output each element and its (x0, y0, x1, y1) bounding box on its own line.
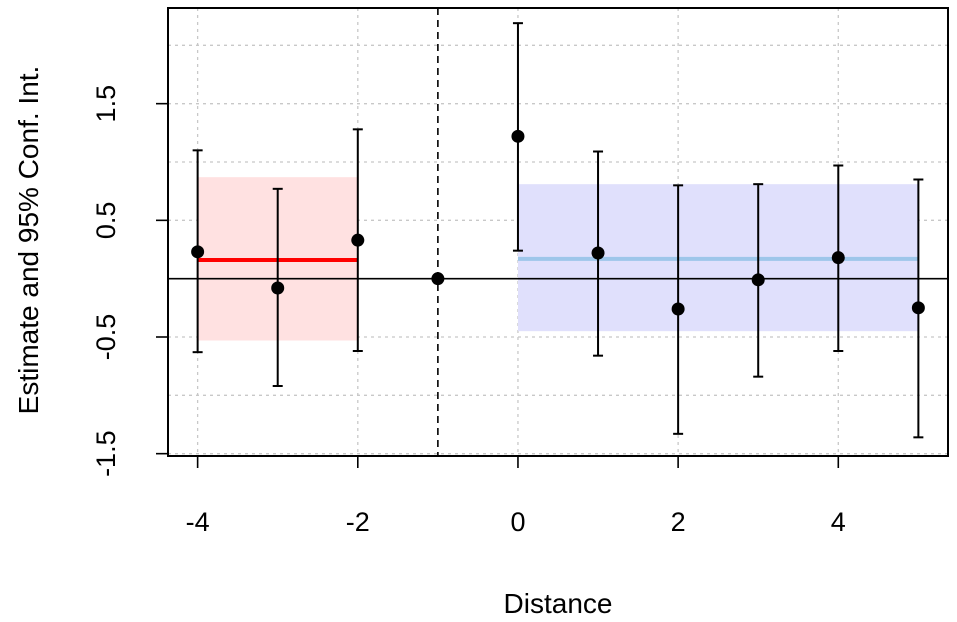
y-axis-title: Estimate and 95% Conf. Int. (13, 66, 44, 415)
data-point (511, 129, 525, 143)
data-point (591, 246, 605, 260)
data-point (911, 301, 925, 315)
data-point (671, 302, 685, 316)
x-tick-label: 4 (831, 507, 846, 537)
data-point (751, 273, 765, 287)
data-point (191, 245, 205, 259)
x-tick-label: -4 (186, 507, 210, 537)
axes: -4 -2 0 2 4 -1.5 -0.5 0.5 1.5 (91, 85, 846, 537)
data-points (191, 129, 925, 316)
y-tick-label: -0.5 (91, 314, 121, 361)
data-point (431, 272, 445, 286)
period-mean-lines (197, 256, 919, 262)
y-tick-label: 0.5 (91, 202, 121, 240)
data-point (271, 281, 285, 295)
reference-lines (168, 8, 948, 456)
x-tick-label: 0 (510, 507, 525, 537)
data-point (351, 233, 365, 247)
plot-frame (167, 7, 949, 457)
x-tick-label: -2 (346, 507, 370, 537)
y-tick-label: -1.5 (91, 430, 121, 477)
x-tick-label: 2 (671, 507, 686, 537)
y-tick-label: 1.5 (91, 85, 121, 123)
x-axis-title: Distance (504, 588, 613, 619)
data-point (831, 251, 845, 265)
